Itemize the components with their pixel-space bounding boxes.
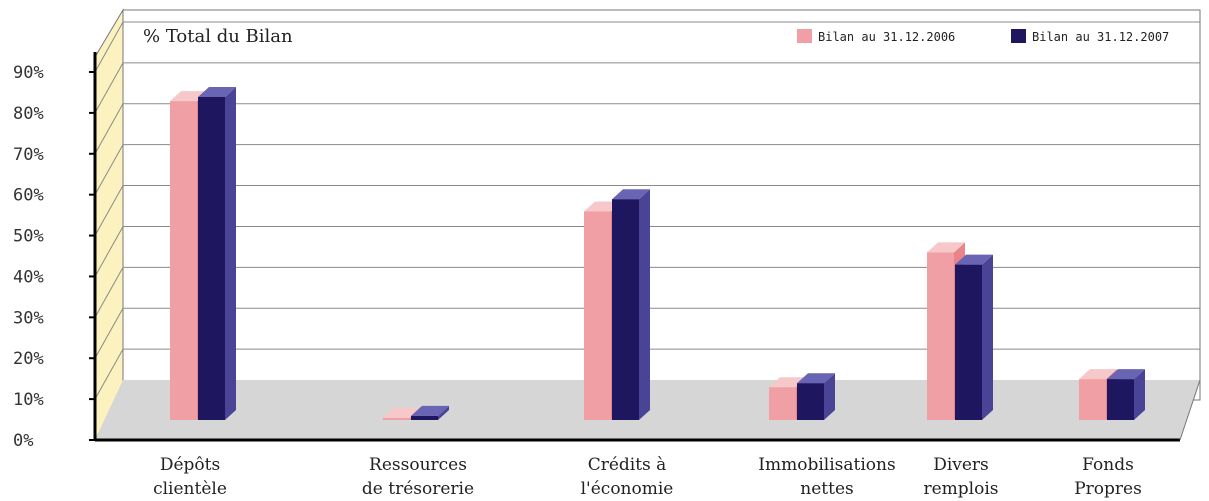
gridline-side [94,307,124,359]
bar-top [612,189,650,200]
y-tick-label: 0% [13,431,33,451]
bar-2007-0 [198,86,236,420]
x-tick-label-line: Divers [933,455,989,475]
gridline-side [94,226,124,277]
x-tick-label-line: de trésorerie [362,479,474,499]
y-tick-label: 30% [13,308,44,328]
bar-side [982,254,993,420]
x-tick-label-line: Immobilisations [758,455,895,475]
gridline-side [94,267,124,318]
bar-front [411,415,438,420]
bar-top [198,86,236,97]
y-tick-label: 20% [13,349,44,369]
x-tick-label-line: Fonds [1082,455,1134,475]
x-tick-label-line: Propres [1074,479,1142,499]
floor-edge [1179,379,1201,441]
legend-label-2006: Bilan au 31.12.2006 [818,30,955,44]
y-tick-label: 40% [13,267,44,287]
x-tick-label: Divers remplois [923,455,998,499]
x-tick-label: Dépôts clientèle [153,455,227,499]
x-tick-label-line: nettes [800,479,853,499]
y-tick-label: 10% [13,390,44,410]
bar-2007-2 [612,189,650,420]
x-tick-label-line: Dépôts [160,455,220,475]
bar-front [612,199,639,420]
bar-side [824,373,835,420]
y-tick-label: 70% [13,145,44,165]
legend-label-2007: Bilan au 31.12.2007 [1032,30,1169,44]
bar-2006-2 [584,201,622,420]
bar-front [198,96,225,420]
bar-front [1079,379,1106,420]
bar-side [438,405,449,420]
gridline-side [94,185,124,236]
gridline-side [94,144,124,195]
x-tick-label: Fonds Propres [1074,455,1142,499]
bar-2007-3 [797,373,835,420]
bar-front [955,264,982,420]
x-axis-labels: Dépôts clientèle Ressources de trésorerie Cr… [153,455,1142,499]
x-tick-label-line: clientèle [153,479,227,499]
bar-2007-5 [1107,369,1145,420]
gridline-side [94,62,124,114]
bar-front [170,101,197,421]
x-tick-label-line: Ressources [369,455,467,475]
legend: Bilan au 31.12.2006 Bilan au 31.12.2007 [797,29,1169,44]
bar-front [383,417,410,420]
gridline-side [94,348,124,400]
bar-front [1107,379,1134,420]
y-tick-label: 60% [13,186,44,206]
x-tick-label-line: remplois [923,479,998,499]
side-wall [94,8,124,442]
bar-2007-1 [411,405,449,420]
bar-2007-4 [955,254,993,420]
bar-side [225,86,236,420]
bar-top [927,242,965,253]
x-tick-label: Ressources de trésorerie [362,455,474,499]
bar-front [769,387,796,420]
legend-swatch-2006 [797,29,812,43]
x-tick-label-line: l'économie [581,479,674,499]
bar-front [584,211,611,420]
bar-front [797,383,824,420]
bar-top [1107,369,1145,380]
back-wall [122,9,1201,401]
bar-top [1079,369,1117,380]
gridlines [94,21,1200,400]
x-tick-label: Crédits à l'économie [581,455,674,499]
x-tick-label-line: Crédits à [588,455,667,475]
gridline-side [94,103,124,155]
bar-top [383,407,421,418]
bar-side [639,189,650,420]
y-tick-label: 80% [13,104,44,124]
y-axis-ticks: 0% 10% 20% 30% 40% 50% 60% 70% 80% 90% [13,52,1201,451]
bar-side [1134,369,1145,420]
bar-top [411,405,449,416]
bar-top [797,373,835,384]
bar-front [927,252,954,420]
bars [170,86,1145,421]
chart-walls [94,8,1201,442]
legend-swatch-2007 [1011,29,1026,43]
chart-title: % Total du Bilan [143,26,293,47]
x-tick-label: Immobilisations nettes [758,455,895,499]
bar-top [955,254,993,265]
y-tick-label: 50% [13,227,44,247]
gridline-side [94,21,124,73]
y-tick-label: 90% [13,63,44,83]
